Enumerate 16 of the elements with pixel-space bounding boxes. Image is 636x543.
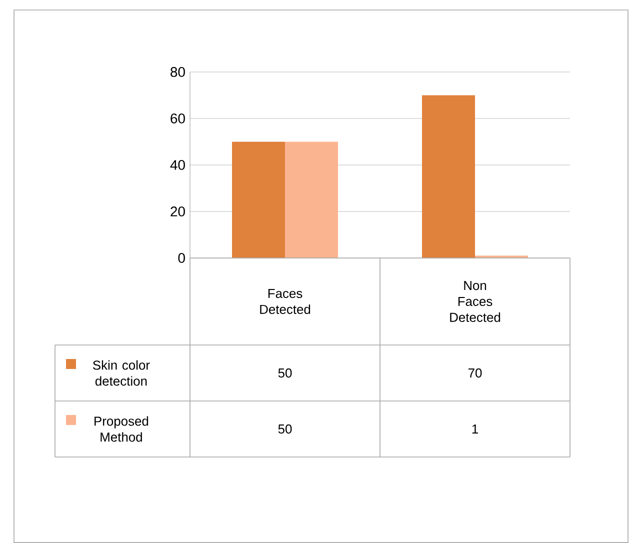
legend-label: Skin color detection — [93, 360, 150, 386]
y-tick-label: 20 — [170, 206, 185, 216]
legend-label: Proposed Method — [94, 416, 148, 442]
y-tick-label: 80 — [170, 67, 185, 77]
data-label: 70 — [468, 368, 482, 378]
y-tick-label: 60 — [170, 114, 185, 124]
y-tick-label: 0 — [178, 253, 185, 263]
bar — [285, 142, 338, 258]
y-tick-label: 40 — [170, 160, 185, 170]
data-label: 50 — [278, 368, 292, 378]
x-tick-label: Faces Detected — [260, 289, 310, 314]
x-tick-label: Non Faces Detected — [450, 281, 500, 322]
data-label: 1 — [472, 424, 478, 434]
data-label: 50 — [278, 424, 292, 434]
bar — [232, 142, 286, 258]
bar — [422, 95, 476, 258]
